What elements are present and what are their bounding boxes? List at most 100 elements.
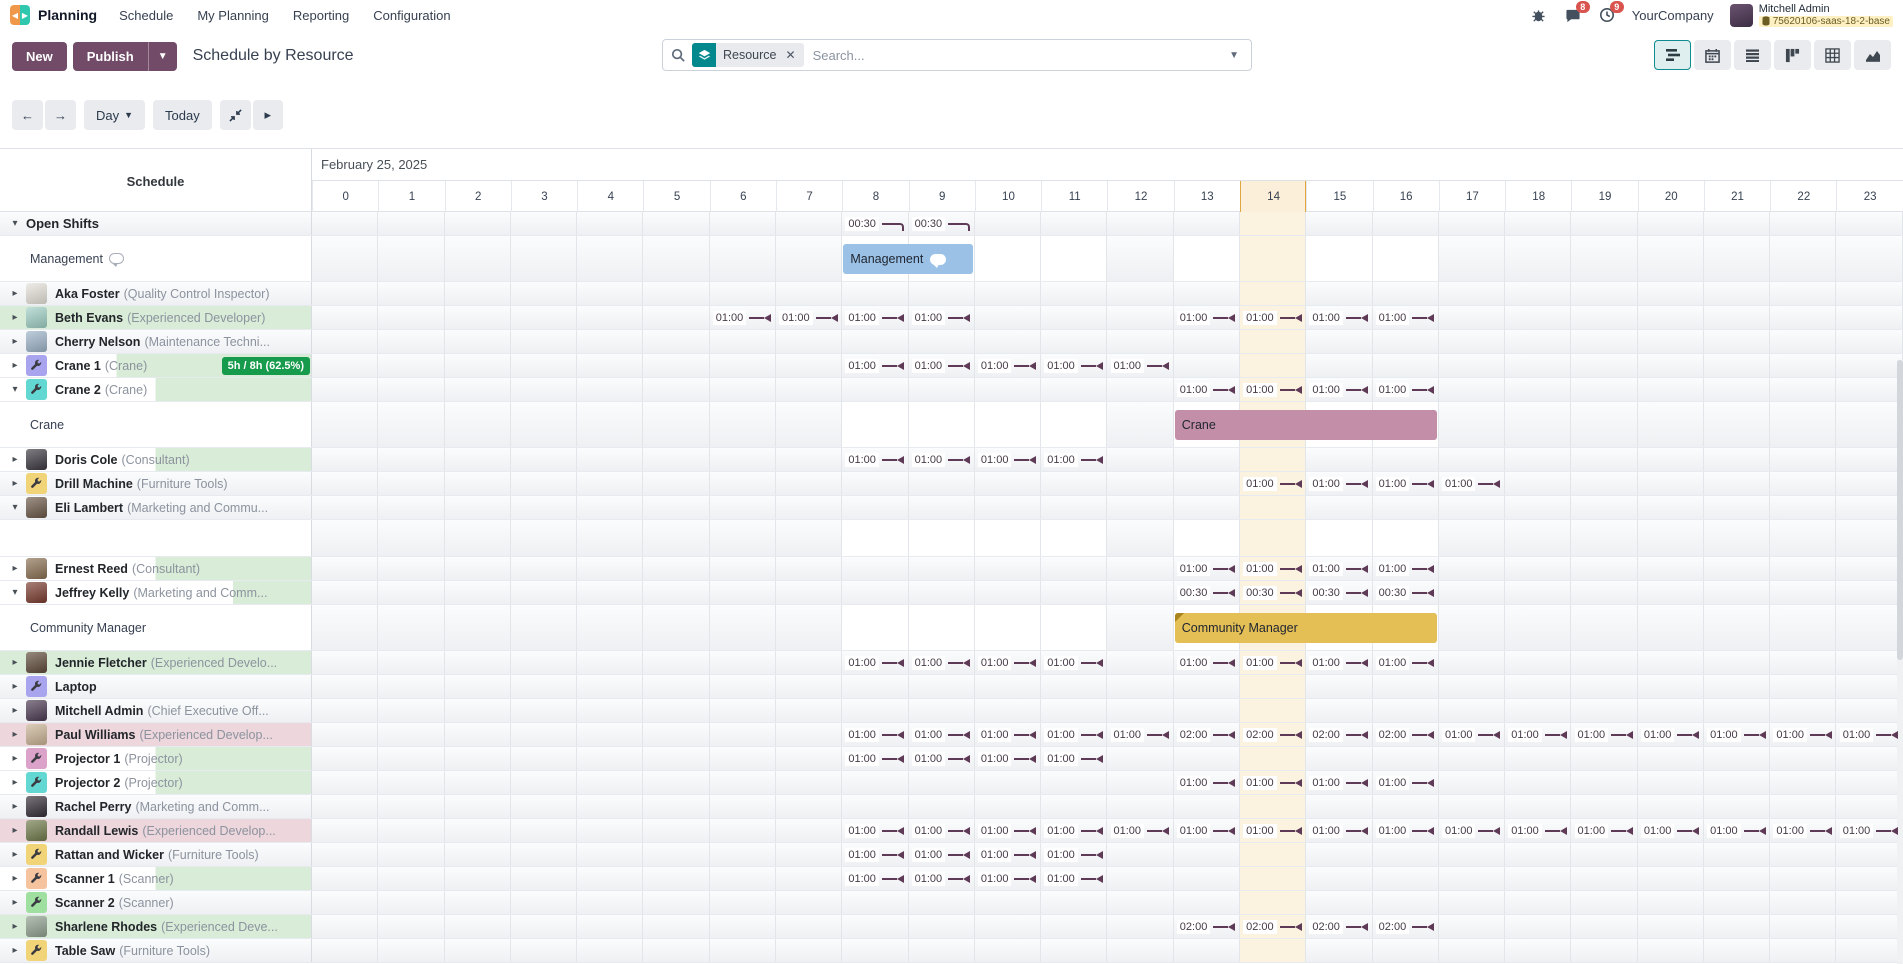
- gantt-cell-h3[interactable]: [510, 212, 578, 235]
- gantt-cell-h6[interactable]: [709, 891, 776, 914]
- gantt-cell-h16[interactable]: [1372, 699, 1439, 722]
- gantt-cell-h2[interactable]: [444, 867, 511, 890]
- search-bar[interactable]: Resource ✕ Search... ▼: [662, 39, 1252, 71]
- gantt-cell-h3[interactable]: [510, 675, 578, 698]
- gantt-cell-h19[interactable]: [1571, 378, 1638, 401]
- gantt-cell-h11[interactable]: [1041, 581, 1108, 604]
- gantt-cell-h9[interactable]: [908, 699, 975, 722]
- gantt-cell-h19[interactable]: [1571, 939, 1638, 962]
- gantt-cell-h16[interactable]: [1372, 330, 1439, 353]
- search-input[interactable]: Search...: [812, 47, 865, 63]
- gantt-cell-h10[interactable]: [974, 402, 1042, 447]
- gantt-cell-h18[interactable]: [1505, 378, 1572, 401]
- gantt-cell-h23[interactable]: [1836, 557, 1903, 580]
- gantt-cell-h6[interactable]: [709, 747, 776, 770]
- gantt-cell-h7[interactable]: [775, 448, 843, 471]
- gantt-cell-h13[interactable]: [1173, 236, 1240, 281]
- gantt-cell-h21[interactable]: [1703, 843, 1771, 866]
- shift-bar-crane[interactable]: Crane: [1174, 410, 1437, 440]
- gantt-cell-h7[interactable]: [775, 605, 843, 650]
- gantt-cell-h1[interactable]: [378, 236, 445, 281]
- gantt-cell-h14[interactable]: [1239, 795, 1307, 818]
- gantt-cell-h4[interactable]: [577, 306, 644, 329]
- gantt-cell-h0[interactable]: [312, 819, 379, 842]
- gantt-cell-h1[interactable]: [378, 867, 445, 890]
- gantt-cell-h6[interactable]: [709, 771, 776, 794]
- gantt-cell-h17[interactable]: [1438, 747, 1506, 770]
- gantt-cell-h21[interactable]: [1703, 496, 1771, 519]
- gantt-cell-h4[interactable]: [577, 557, 644, 580]
- gantt-cell-h9[interactable]: [908, 472, 975, 495]
- gantt-cell-h13[interactable]: [1173, 472, 1240, 495]
- app-name[interactable]: Planning: [38, 7, 98, 23]
- gantt-cell-h0[interactable]: [312, 236, 379, 281]
- gantt-cell-h0[interactable]: [312, 378, 379, 401]
- gantt-cell-h2[interactable]: [444, 282, 511, 305]
- gantt-cell-h19[interactable]: [1571, 843, 1638, 866]
- gantt-cell-h5[interactable]: [643, 795, 710, 818]
- gantt-cell-h5[interactable]: [643, 867, 710, 890]
- gantt-cell-h19[interactable]: [1571, 699, 1638, 722]
- gantt-cell-h10[interactable]: [974, 306, 1042, 329]
- gantt-cell-h6[interactable]: [709, 520, 776, 556]
- gantt-cell-h1[interactable]: [378, 747, 445, 770]
- gantt-cell-h12[interactable]: [1107, 557, 1174, 580]
- gantt-cell-h1[interactable]: [378, 843, 445, 866]
- gantt-cell-h3[interactable]: [510, 891, 578, 914]
- gantt-cell-h1[interactable]: [378, 819, 445, 842]
- gantt-cell-h12[interactable]: [1107, 747, 1174, 770]
- gantt-cell-h6[interactable]: [709, 557, 776, 580]
- gantt-cell-h1[interactable]: [378, 651, 445, 674]
- gantt-cell-h15[interactable]: [1306, 496, 1373, 519]
- menu-reporting[interactable]: Reporting: [292, 7, 350, 23]
- gantt-cell-h5[interactable]: [643, 557, 710, 580]
- gantt-cell-h23[interactable]: [1836, 402, 1903, 447]
- row-label[interactable]: ▾ Jeffrey Kelly (Marketing and Comm...: [0, 581, 312, 604]
- gantt-cell-h14[interactable]: [1239, 843, 1307, 866]
- gantt-cell-h15[interactable]: [1306, 330, 1373, 353]
- gantt-cell-h10[interactable]: [974, 496, 1042, 519]
- gantt-cell-h4[interactable]: [577, 212, 644, 235]
- gantt-cell-h15[interactable]: [1306, 939, 1373, 962]
- gantt-cell-h9[interactable]: [908, 378, 975, 401]
- gantt-cell-h22[interactable]: [1770, 939, 1837, 962]
- gantt-cell-h8[interactable]: [842, 330, 909, 353]
- gantt-cell-h13[interactable]: [1173, 891, 1240, 914]
- gantt-cell-h3[interactable]: [510, 282, 578, 305]
- gantt-cell-h12[interactable]: [1107, 402, 1174, 447]
- gantt-cell-h4[interactable]: [577, 605, 644, 650]
- gantt-cell-h9[interactable]: [908, 891, 975, 914]
- gantt-cell-h3[interactable]: [510, 354, 578, 377]
- gantt-cell-h12[interactable]: [1107, 472, 1174, 495]
- gantt-cell-h20[interactable]: [1637, 605, 1704, 650]
- gantt-cell-h4[interactable]: [577, 282, 644, 305]
- row-label[interactable]: ▸ Aka Foster (Quality Control Inspector): [0, 282, 312, 305]
- gantt-cell-h20[interactable]: [1637, 282, 1704, 305]
- gantt-cell-h20[interactable]: [1637, 939, 1704, 962]
- row-label[interactable]: ▾ Open Shifts: [0, 212, 312, 235]
- gantt-cell-h21[interactable]: [1703, 448, 1771, 471]
- gantt-cell-h5[interactable]: [643, 939, 710, 962]
- scrollbar-thumb[interactable]: [1897, 360, 1903, 660]
- gantt-cell-h2[interactable]: [444, 939, 511, 962]
- gantt-cell-h1[interactable]: [378, 472, 445, 495]
- gantt-cell-h5[interactable]: [643, 915, 710, 938]
- planning-app-icon[interactable]: ◀ ▶: [10, 5, 30, 25]
- gantt-cell-h5[interactable]: [643, 212, 710, 235]
- gantt-cell-h23[interactable]: [1836, 520, 1903, 556]
- caret-right-icon[interactable]: ▸: [12, 729, 18, 740]
- gantt-cell-h3[interactable]: [510, 771, 578, 794]
- gantt-cell-h5[interactable]: [643, 843, 710, 866]
- gantt-cell-h20[interactable]: [1637, 581, 1704, 604]
- new-button[interactable]: New: [12, 41, 67, 71]
- gantt-cell-h23[interactable]: [1836, 330, 1903, 353]
- gantt-cell-h21[interactable]: [1703, 675, 1771, 698]
- gantt-cell-h4[interactable]: [577, 675, 644, 698]
- gantt-cell-h14[interactable]: [1239, 939, 1307, 962]
- gantt-cell-h7[interactable]: [775, 282, 843, 305]
- row-label[interactable]: ▸ Mitchell Admin (Chief Executive Off...: [0, 699, 312, 722]
- gantt-cell-h15[interactable]: [1306, 699, 1373, 722]
- gantt-cell-h22[interactable]: [1770, 282, 1837, 305]
- gantt-cell-h11[interactable]: [1041, 378, 1108, 401]
- view-kanban-button[interactable]: [1774, 40, 1811, 70]
